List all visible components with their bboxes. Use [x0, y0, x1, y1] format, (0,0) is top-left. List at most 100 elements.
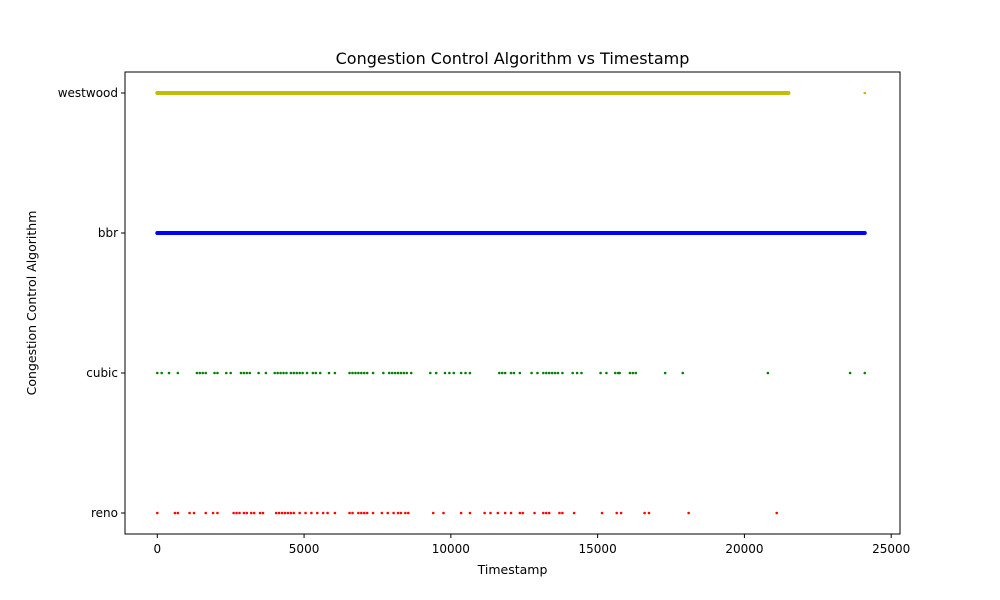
x-tick-label: 20000	[725, 542, 763, 556]
cubic-point	[276, 371, 279, 375]
reno-point	[442, 511, 445, 515]
reno-point	[360, 511, 363, 515]
cubic-point	[503, 371, 507, 375]
reno-point	[521, 511, 525, 515]
reno-point	[242, 511, 246, 515]
cubic-point	[176, 371, 180, 375]
cubic-point	[571, 371, 574, 375]
cubic-point	[613, 371, 617, 375]
y-tick-label: westwood	[58, 86, 118, 100]
cubic-point	[542, 371, 545, 375]
cubic-point	[216, 371, 219, 375]
x-tick-label: 15000	[579, 542, 617, 556]
cubic-point	[292, 371, 296, 375]
cubic-point	[204, 371, 208, 375]
reno-point	[310, 511, 313, 515]
reno-point	[292, 511, 296, 515]
cubic-point	[452, 371, 456, 375]
reno-point	[298, 511, 301, 515]
cubic-point	[500, 371, 504, 375]
reno-point	[687, 511, 690, 515]
reno-point	[289, 511, 293, 515]
reno-point	[503, 511, 507, 515]
cubic-point	[634, 371, 638, 375]
cubic-point	[393, 371, 397, 375]
cubic-point	[443, 371, 447, 375]
reno-point	[542, 511, 545, 515]
reno-point	[615, 511, 619, 515]
reno-point	[365, 511, 369, 515]
x-tick-label: 5000	[289, 542, 320, 556]
reno-point	[252, 511, 256, 515]
reno-point	[357, 511, 360, 515]
reno-point	[249, 511, 253, 515]
reno-point	[547, 511, 551, 515]
cubic-point	[530, 371, 533, 375]
reno-point	[572, 511, 576, 515]
reno-point	[333, 511, 337, 515]
reno-point	[483, 511, 486, 515]
plot-frame	[124, 71, 901, 535]
cubic-point	[387, 371, 391, 375]
reno-point	[245, 511, 249, 515]
cubic-point	[580, 371, 583, 375]
cubic-point	[248, 371, 252, 375]
cubic-point	[382, 371, 385, 375]
cubic-point	[561, 371, 564, 375]
cubic-point	[224, 371, 228, 375]
marks-layer	[155, 91, 867, 515]
cubic-point	[279, 371, 282, 375]
cubic-point	[242, 371, 246, 375]
cubic-point	[167, 371, 171, 375]
cubic-point	[295, 371, 299, 375]
cubic-point	[605, 371, 608, 375]
cubic-point	[848, 371, 852, 375]
reno-point	[211, 511, 215, 515]
reno-point	[280, 511, 284, 515]
reno-point	[362, 511, 366, 515]
reno-point	[496, 511, 500, 515]
reno-point	[283, 511, 287, 515]
y-tick-label: reno	[91, 506, 118, 520]
cubic-point	[599, 371, 602, 375]
reno-point	[544, 511, 548, 515]
cubic-point	[396, 371, 400, 375]
reno-point	[643, 511, 646, 515]
reno-point	[600, 511, 604, 515]
cubic-point	[195, 371, 199, 375]
cubic-point	[766, 371, 770, 375]
cubic-point	[464, 371, 467, 375]
reno-point	[192, 511, 196, 515]
cubic-point	[333, 371, 337, 375]
cubic-point	[399, 371, 403, 375]
cubic-point	[518, 371, 522, 375]
x-tick-label: 10000	[432, 542, 470, 556]
cubic-point	[512, 371, 516, 375]
cubic-point	[553, 371, 557, 375]
cubic-point	[547, 371, 551, 375]
reno-point	[396, 511, 400, 515]
x-tick-label: 25000	[872, 542, 910, 556]
cubic-point	[239, 371, 243, 375]
cubic-point	[273, 371, 277, 375]
reno-point	[399, 511, 403, 515]
cubic-point	[327, 371, 331, 375]
reno-point	[155, 511, 159, 515]
cubic-point	[354, 371, 357, 375]
cubic-point	[405, 371, 409, 375]
cubic-point	[536, 371, 539, 375]
cubic-point	[550, 371, 554, 375]
cubic-point	[365, 371, 369, 375]
cubic-point	[357, 371, 360, 375]
reno-point	[173, 511, 177, 515]
cubic-point	[155, 371, 159, 375]
cubic-point	[314, 371, 318, 375]
x-tick-label: 0	[153, 542, 161, 556]
reno-point	[431, 511, 435, 515]
reno-point	[404, 511, 407, 515]
cubic-point	[618, 371, 621, 375]
reno-point	[406, 511, 410, 515]
reno-point	[647, 511, 651, 515]
cubic-point	[351, 371, 354, 375]
